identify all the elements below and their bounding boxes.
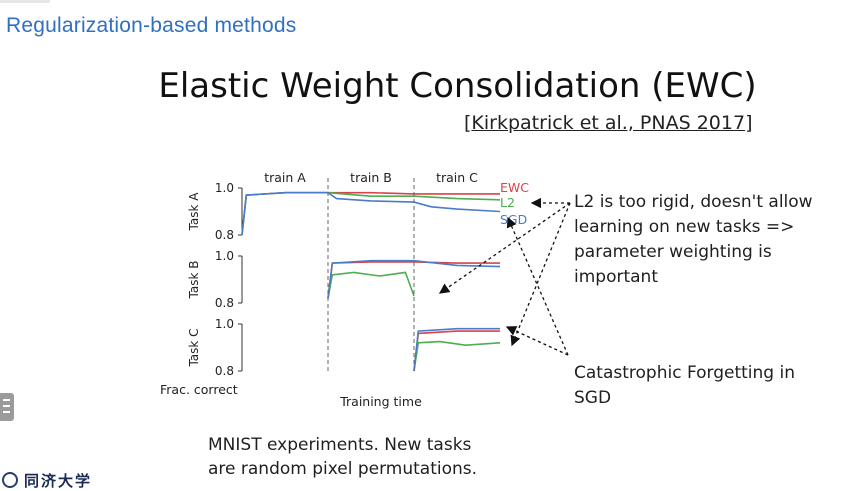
citation: [Kirkpatrick et al., PNAS 2017]	[464, 112, 752, 134]
seal-icon	[2, 472, 18, 488]
y-axis-label: Frac. correct	[160, 382, 238, 397]
citation-link[interactable]: Kirkpatrick et al., PNAS 2017	[471, 112, 746, 134]
slide-title: Elastic Weight Consolidation (EWC)	[158, 66, 757, 106]
y-tick-label: 1.0	[215, 249, 234, 263]
series-line-sgd-task-c	[413, 327, 500, 372]
phase-label: train B	[350, 170, 392, 185]
x-axis-label: Training time	[339, 394, 422, 409]
series-line-l2-task-c	[413, 340, 501, 372]
phase-label: train C	[436, 170, 478, 185]
phase-label: train A	[264, 170, 306, 185]
side-panel-tab[interactable]	[0, 393, 14, 421]
panel-ylabel: Task C	[187, 328, 201, 367]
panel-ylabel: Task B	[187, 261, 201, 300]
top-edge-strip	[0, 0, 50, 3]
note-catastrophic-forgetting: Catastrophic Forgetting in SGD	[574, 363, 795, 408]
legend-label-sgd: SGD	[500, 212, 527, 227]
caption-line-2: are random pixel permutations.	[208, 459, 478, 479]
series-line-l2-task-b	[327, 271, 415, 299]
legend-label-ewc: EWC	[500, 180, 529, 195]
menu-icon	[3, 399, 10, 401]
caption: MNIST experiments. New tasks are random …	[208, 433, 477, 481]
y-tick-label: 0.8	[215, 228, 234, 242]
citation-open-bracket: [	[464, 112, 472, 134]
legend-label-l2: L2	[500, 195, 515, 210]
y-tick-label: 1.0	[215, 317, 234, 331]
university-logo: 同济大学	[0, 470, 92, 490]
note-l2-rigid: L2 is too rigid, doesn't allow learning …	[574, 192, 813, 287]
panel-ylabel: Task A	[187, 192, 201, 232]
section-title: Regularization-based methods	[6, 14, 297, 37]
series-line-l2-task-a	[241, 191, 501, 236]
y-tick-label: 1.0	[215, 181, 234, 195]
caption-line-1: MNIST experiments. New tasks	[208, 435, 472, 455]
university-name: 同济大学	[24, 471, 93, 490]
y-tick-label: 0.8	[215, 364, 234, 378]
ewc-chart: 1.0 0.8 Task A 1.0 0.8 Task B 1.0 0.8 Task C trai…	[160, 170, 529, 409]
series-line-ewc-task-c	[413, 330, 500, 372]
y-tick-label: 0.8	[215, 296, 234, 310]
citation-close-bracket: ]	[745, 112, 753, 134]
